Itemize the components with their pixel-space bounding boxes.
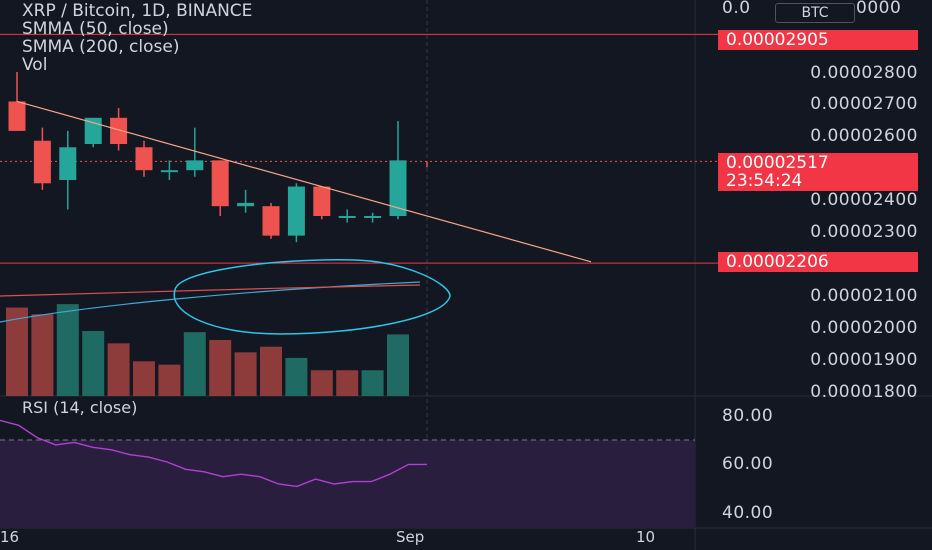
trendline: [16, 100, 592, 263]
price-axis-label: 0.00001900: [810, 350, 918, 370]
rsi-legend[interactable]: RSI (14, close): [22, 398, 138, 417]
price-axis-label: 0000: [856, 0, 902, 18]
volume-bar: [234, 352, 257, 396]
candle-body: [338, 216, 356, 218]
rsi-axis-label: 80.00: [722, 405, 774, 426]
candle-body: [110, 117, 128, 144]
rsi-line: [0, 419, 427, 488]
candle-body: [237, 202, 255, 207]
rsi-band: [0, 440, 695, 528]
level-low-tag: 0.00002206: [718, 252, 918, 272]
candle-body: [160, 170, 178, 173]
candle-body: [33, 140, 51, 184]
candle-body: [8, 101, 26, 131]
candle-body: [364, 216, 382, 218]
price-axis-label: 0.00002600: [810, 126, 918, 146]
rsi-axis-label: 60.00: [722, 454, 774, 475]
candle-body: [59, 147, 77, 180]
price-axis-label: 0.00001800: [810, 382, 918, 402]
last-price-value: 0.00002517: [726, 153, 829, 173]
volume-bar: [107, 343, 130, 396]
rsi-axis-label: 40.00: [722, 503, 774, 524]
time-label-sep: Sep: [396, 528, 425, 546]
volume-bar: [31, 314, 54, 396]
candle-body: [389, 160, 407, 216]
price-axis-label: 0.00002300: [810, 222, 918, 242]
volume-bar: [133, 361, 155, 396]
chart-legend: XRP / Bitcoin, 1D, BINANCE SMMA (50, clo…: [22, 2, 252, 74]
volume-bar: [209, 340, 232, 396]
price-axis-label: 0.00002000: [810, 318, 918, 338]
volume-bar: [56, 304, 79, 396]
legend-smma-200[interactable]: SMMA (200, close): [22, 37, 180, 57]
volume-bar: [82, 331, 105, 396]
highlight-ellipse: [173, 259, 451, 335]
volume-bar: [183, 332, 206, 396]
smma-50-line: [0, 281, 421, 323]
time-label-16: 16: [0, 528, 20, 546]
price-axis-label: 0.00002100: [810, 286, 918, 306]
legend-symbol[interactable]: XRP / Bitcoin, 1D, BINANCE: [22, 1, 253, 21]
volume-bar: [310, 370, 333, 396]
volume-bar: [387, 334, 409, 396]
level-low-value: 0.00002206: [726, 252, 829, 272]
volume-bar: [6, 307, 28, 396]
price-axis-label: 0.0: [722, 0, 751, 18]
candle-body: [287, 186, 305, 236]
candle-body: [211, 160, 229, 207]
volume-bar: [361, 370, 384, 396]
volume-bar: [336, 370, 359, 396]
level-high-tag: 0.00002905: [718, 30, 918, 50]
level-high-value: 0.00002905: [726, 30, 829, 50]
price-axis-label: 0.00002800: [810, 63, 918, 83]
last-price-tag: 0.00002517 23:54:24: [718, 153, 918, 191]
candle-body: [135, 147, 153, 171]
time-label-10: 10: [636, 528, 656, 546]
legend-smma-50[interactable]: SMMA (50, close): [22, 19, 169, 39]
countdown-timer: 23:54:24: [726, 171, 803, 191]
volume-bar: [285, 357, 308, 396]
price-axis-label: 0.00002400: [810, 190, 918, 210]
currency-button[interactable]: BTC: [775, 3, 855, 23]
candle-body: [313, 186, 331, 216]
legend-volume[interactable]: Vol: [22, 55, 48, 75]
volume-bar: [260, 346, 282, 396]
candle-body: [84, 117, 102, 144]
candle-body: [186, 160, 204, 171]
candle-body: [262, 206, 280, 236]
volume-bar: [158, 364, 181, 396]
price-axis-label: 0.00002700: [810, 94, 918, 114]
smma-200-line: [0, 284, 421, 297]
